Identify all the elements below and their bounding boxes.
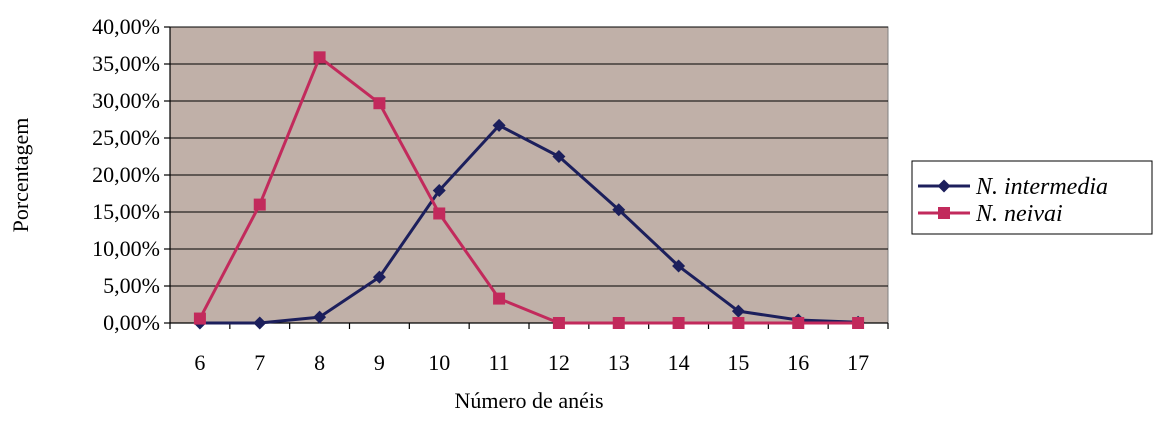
data-point bbox=[792, 317, 804, 329]
data-point bbox=[373, 97, 385, 109]
y-tick-label: 5,00% bbox=[103, 273, 160, 298]
data-point bbox=[254, 199, 266, 211]
x-tick-label: 14 bbox=[668, 350, 690, 375]
y-tick-label: 30,00% bbox=[92, 88, 160, 113]
data-point bbox=[613, 317, 625, 329]
y-tick-label: 20,00% bbox=[92, 162, 160, 187]
y-axis-ticks: 0,00% 5,00% 10,00% 15,00% 20,00% 25,00% 30,00%… bbox=[92, 14, 170, 335]
data-point bbox=[553, 317, 565, 329]
legend-marker bbox=[938, 207, 950, 219]
y-tick-label: 35,00% bbox=[92, 51, 160, 76]
data-point bbox=[433, 207, 445, 219]
x-tick-label: 15 bbox=[727, 350, 749, 375]
x-tick-label: 8 bbox=[314, 350, 325, 375]
y-tick-label: 25,00% bbox=[92, 125, 160, 150]
x-tick-label: 6 bbox=[194, 350, 205, 375]
data-point bbox=[673, 317, 685, 329]
x-tick-label: 12 bbox=[548, 350, 570, 375]
data-point bbox=[493, 293, 505, 305]
x-tick-label: 13 bbox=[608, 350, 630, 375]
x-tick-label: 17 bbox=[847, 350, 869, 375]
y-tick-label: 0,00% bbox=[103, 310, 160, 335]
x-tick-label: 10 bbox=[428, 350, 450, 375]
y-tick-label: 15,00% bbox=[92, 199, 160, 224]
y-tick-label: 10,00% bbox=[92, 236, 160, 261]
data-point bbox=[194, 313, 206, 325]
x-tick-label: 16 bbox=[787, 350, 809, 375]
data-point bbox=[852, 317, 864, 329]
legend-label: N. intermedia bbox=[975, 174, 1108, 200]
y-tick-label: 40,00% bbox=[92, 14, 160, 39]
x-tick-label: 7 bbox=[254, 350, 265, 375]
x-axis-ticks: 6 7 8 9 10 11 12 13 14 15 16 17 bbox=[170, 323, 888, 375]
data-point bbox=[314, 51, 326, 63]
legend-label: N. neivai bbox=[975, 201, 1063, 227]
data-point bbox=[732, 317, 744, 329]
x-tick-label: 11 bbox=[488, 350, 509, 375]
x-axis-title: Número de anéis bbox=[454, 388, 603, 413]
y-axis-title: Porcentagem bbox=[8, 118, 33, 233]
x-tick-label: 9 bbox=[374, 350, 385, 375]
